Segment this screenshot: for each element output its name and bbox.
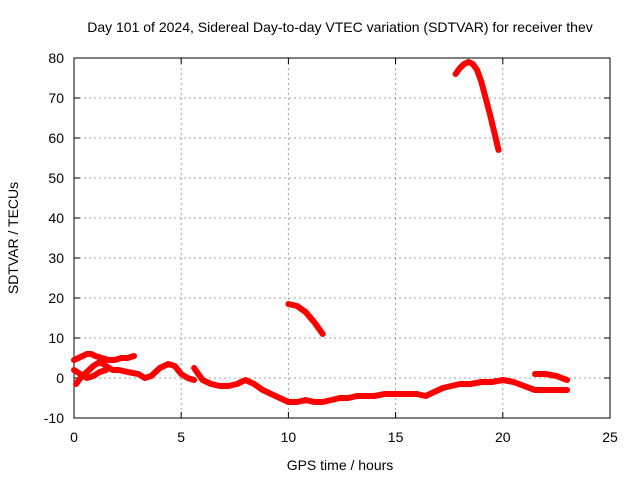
series-segment-5 (285, 301, 326, 337)
x-tick-label: 20 (495, 429, 511, 445)
x-tick-label: 10 (281, 429, 297, 445)
y-tick-label: 50 (48, 170, 64, 186)
series-segment-1 (71, 351, 137, 363)
y-tick-label: 0 (56, 370, 64, 386)
y-tick-label: -10 (44, 410, 64, 426)
series-layer (71, 59, 571, 405)
y-tick-label: 80 (48, 50, 64, 66)
y-tick-label: 30 (48, 250, 64, 266)
chart-title: Day 101 of 2024, Sidereal Day-to-day VTE… (87, 19, 593, 35)
y-tick-label: 20 (48, 290, 64, 306)
y-tick-label: 10 (48, 330, 64, 346)
x-tick-label: 25 (602, 429, 618, 445)
series-segment-4 (191, 365, 571, 405)
x-tick-label: 0 (70, 429, 78, 445)
y-tick-label: 60 (48, 130, 64, 146)
plot-frame (73, 57, 611, 419)
y-tick-label: 70 (48, 90, 64, 106)
x-axis-label: GPS time / hours (287, 457, 394, 473)
series-segment-3 (71, 367, 110, 381)
series-segment-6 (452, 59, 502, 153)
x-tick-label: 5 (177, 429, 185, 445)
y-tick-label: 40 (48, 210, 64, 226)
grid-lines (74, 58, 610, 418)
series-segment-2 (73, 359, 198, 387)
series-segment-7 (532, 371, 571, 383)
x-axis-ticks: 0 5 10 15 20 25 (70, 58, 618, 445)
x-tick-label: 15 (388, 429, 404, 445)
y-axis-label: SDTVAR / TECUs (5, 182, 21, 294)
